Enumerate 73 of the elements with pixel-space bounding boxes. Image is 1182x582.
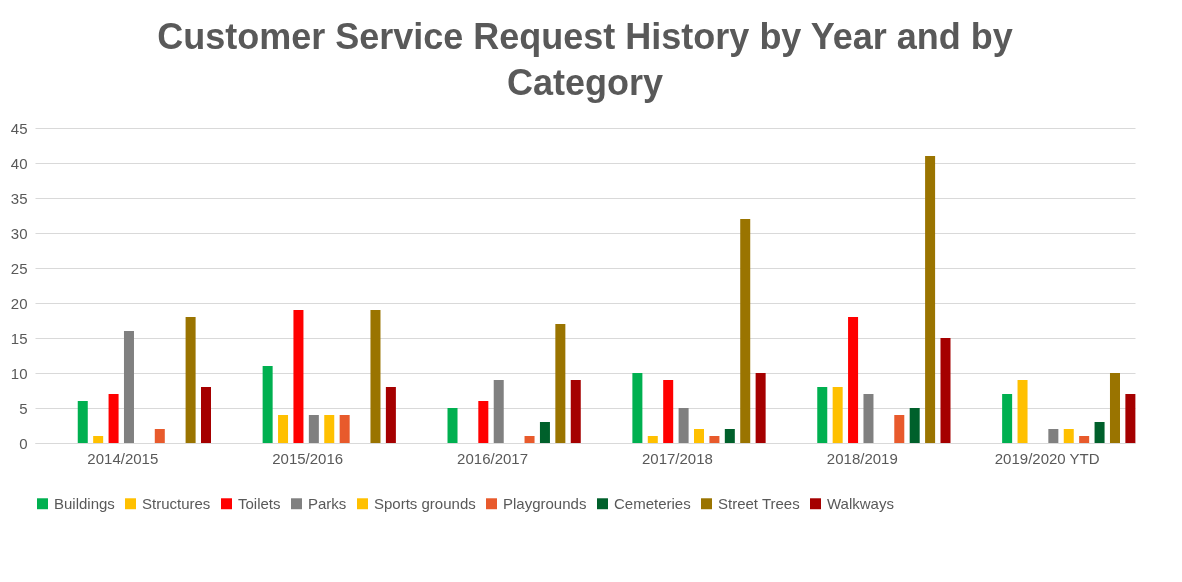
legend-label: Street Trees xyxy=(718,494,800,512)
bar xyxy=(308,415,319,443)
bar xyxy=(570,380,581,443)
legend-label: Structures xyxy=(142,494,211,512)
bar xyxy=(555,324,566,443)
x-tick-label: 2017/2018 xyxy=(641,449,713,467)
bar xyxy=(909,408,920,443)
legend-label: Cemeteries xyxy=(614,494,691,512)
bar xyxy=(123,331,134,443)
legend-label: Buildings xyxy=(54,494,115,512)
bar xyxy=(1109,373,1120,443)
y-tick-label: 35 xyxy=(10,189,28,207)
x-tick-label: 2014/2015 xyxy=(87,449,159,467)
legend-label: Sports grounds xyxy=(374,494,476,512)
bar xyxy=(1063,429,1074,443)
y-tick-label: 25 xyxy=(10,259,28,277)
bar xyxy=(724,429,735,443)
x-tick-label: 2015/2016 xyxy=(272,449,344,467)
y-tick-label: 15 xyxy=(10,329,28,347)
bar xyxy=(740,219,751,443)
bar xyxy=(709,436,720,443)
y-tick-label: 30 xyxy=(10,224,28,242)
bar xyxy=(1002,394,1013,443)
bar xyxy=(678,408,689,443)
bar xyxy=(524,436,535,443)
bar xyxy=(493,380,504,443)
y-tick-label: 40 xyxy=(10,154,28,172)
bar xyxy=(1125,394,1136,443)
legend-label: Playgrounds xyxy=(503,494,587,512)
legend-label: Walkways xyxy=(827,494,894,512)
x-tick-label: 2019/2020 YTD xyxy=(994,449,1100,467)
bar xyxy=(385,387,396,443)
y-tick-label: 5 xyxy=(19,399,28,417)
bar xyxy=(324,415,335,443)
legend-label: Toilets xyxy=(238,494,281,512)
bar xyxy=(832,387,843,443)
bar xyxy=(848,317,859,443)
y-tick-label: 20 xyxy=(10,294,28,312)
bar xyxy=(1017,380,1028,443)
bar xyxy=(108,394,119,443)
bar xyxy=(154,429,165,443)
bar xyxy=(694,429,705,443)
bar xyxy=(447,408,458,443)
bar xyxy=(478,401,489,443)
bar xyxy=(370,310,381,443)
bar xyxy=(77,401,88,443)
bar xyxy=(93,436,104,443)
bar xyxy=(339,415,350,443)
x-tick-label: 2018/2019 xyxy=(826,449,898,467)
bar xyxy=(185,317,196,443)
bar xyxy=(925,156,936,443)
bar xyxy=(278,415,289,443)
bar xyxy=(940,338,951,443)
chart-title: Customer Service Request History by Year and by Category xyxy=(157,16,1013,103)
bar xyxy=(647,436,658,443)
x-tick-label: 2016/2017 xyxy=(457,449,529,467)
bar xyxy=(863,394,874,443)
legend-label: Parks xyxy=(308,494,347,512)
bar xyxy=(894,415,905,443)
y-tick-label: 0 xyxy=(19,434,28,452)
y-tick-label: 10 xyxy=(10,364,28,382)
bar xyxy=(663,380,674,443)
bar xyxy=(539,422,550,443)
bar xyxy=(1094,422,1105,443)
y-tick-label: 45 xyxy=(10,119,28,137)
bar xyxy=(817,387,828,443)
bar xyxy=(1048,429,1059,443)
bar xyxy=(201,387,212,443)
bar xyxy=(262,366,273,443)
bar xyxy=(632,373,643,443)
bar xyxy=(755,373,766,443)
bar xyxy=(1079,436,1090,443)
bar xyxy=(293,310,304,443)
